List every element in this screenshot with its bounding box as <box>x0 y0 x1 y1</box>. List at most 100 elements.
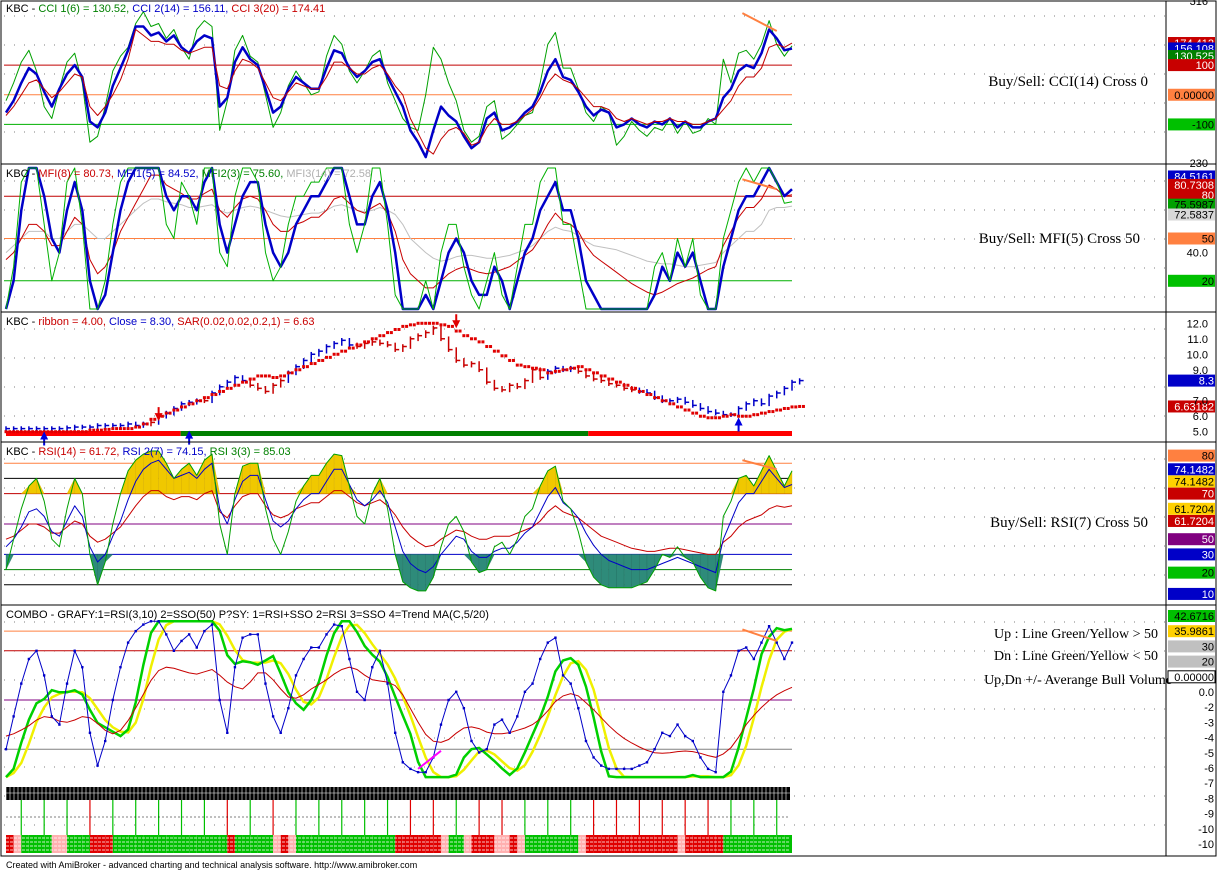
sar-dot <box>786 406 790 410</box>
rsi-blue-point <box>96 764 99 767</box>
sar-dot <box>96 428 100 432</box>
value-box <box>1168 475 1215 488</box>
signal-cell <box>234 835 243 853</box>
value-box <box>1168 208 1215 221</box>
sar-dot <box>305 365 309 369</box>
sar-dot <box>141 422 145 426</box>
rsi-blue-point <box>722 690 725 693</box>
signal-cell <box>723 835 731 853</box>
sar-dot <box>763 411 767 415</box>
value-box <box>1168 655 1215 668</box>
sar-dot <box>717 416 721 420</box>
sar-dot <box>229 386 233 390</box>
sar-dot <box>351 346 355 350</box>
rsi-blue-point <box>142 623 145 626</box>
rsi-blue-point <box>180 639 183 643</box>
rsi-blue-point <box>760 641 763 644</box>
signal-cell <box>273 835 281 853</box>
rsi-blue-point <box>569 682 572 685</box>
rsi-blue-point <box>104 739 107 743</box>
series-line-cci-3-20- <box>5 29 793 155</box>
rsi-blue-point <box>485 748 488 751</box>
value-box-label: 30 <box>1202 549 1214 561</box>
sar-dot <box>714 416 718 420</box>
signal-cell <box>532 835 541 853</box>
rsi-blue-point <box>584 739 588 743</box>
sar-dot <box>466 334 470 338</box>
axis-tick-label: 40.0 <box>1187 248 1208 260</box>
sar-dot <box>347 346 351 350</box>
sar-dot <box>73 430 77 434</box>
sar-dot <box>122 427 126 431</box>
sar-dot <box>630 386 634 390</box>
rsi-blue-point <box>340 625 343 628</box>
rsi-blue-point <box>500 718 504 721</box>
sar-dot <box>683 408 687 412</box>
sar-dot <box>473 337 477 341</box>
signal-cell <box>372 835 380 853</box>
rsi-blue-point <box>615 767 618 771</box>
rsi-blue-point <box>783 657 786 661</box>
signal-cell <box>59 835 68 853</box>
value-box-label: 20 <box>1202 568 1214 580</box>
rsi-blue-point <box>226 731 229 734</box>
sar-dot <box>435 321 439 325</box>
sar-dot <box>744 414 748 418</box>
value-box <box>1168 610 1215 622</box>
axis-tick-label: 12.0 <box>1187 318 1208 330</box>
sar-dot <box>286 371 290 375</box>
sar-dot <box>23 430 27 434</box>
sar-dot <box>4 430 8 434</box>
sar-dot <box>145 422 149 426</box>
rsi-blue-point <box>538 657 542 661</box>
rsi-blue-point <box>592 756 595 759</box>
rsi-blue-point <box>577 707 580 710</box>
sar-dot <box>462 334 466 338</box>
sar-dot <box>752 413 756 417</box>
combo-annotation-volume: Up,Dn +/- Averange Bull Volume <box>984 673 1172 688</box>
signal-cell <box>578 835 586 853</box>
sar-dot <box>576 365 580 369</box>
rsi-blue-point <box>279 731 282 734</box>
signal-cell <box>105 835 113 853</box>
sar-dot <box>57 430 61 434</box>
sar-dot <box>111 427 115 431</box>
rsi-blue-point <box>729 674 733 677</box>
rsi-blue-point <box>691 739 694 743</box>
sar-dot <box>317 358 321 362</box>
sar-dot <box>580 365 584 369</box>
sar-dot <box>443 323 447 327</box>
trend-line <box>741 12 778 32</box>
sar-dot <box>645 393 649 397</box>
sar-dot <box>477 340 481 344</box>
sar-dot <box>321 358 325 362</box>
sar-dot <box>65 430 69 434</box>
rsi-blue-point <box>523 690 527 693</box>
sar-dot <box>511 358 515 362</box>
signal-cell <box>6 835 14 853</box>
rsi-blue-point <box>378 649 382 652</box>
panel-title: KBC - MFI(8) = 80.73, MFI1(5) = 84.52, M… <box>6 168 371 180</box>
value-box-label: 8.3 <box>1199 376 1214 388</box>
sar-dot <box>592 371 596 375</box>
signal-cell <box>158 835 167 853</box>
rsi-blue-point <box>271 715 275 718</box>
signal-cell <box>181 835 190 853</box>
rsi-blue-point <box>256 633 260 636</box>
signal-cell <box>36 835 45 853</box>
signal-cell <box>112 835 121 853</box>
value-box <box>1168 625 1215 638</box>
value-box-label: -10 <box>1198 824 1214 836</box>
signal-cell <box>669 835 678 853</box>
rsi-blue-point <box>676 723 679 726</box>
sar-dot <box>523 365 527 369</box>
sar-dot <box>164 411 168 415</box>
rsi-blue-point <box>531 682 534 685</box>
signal-cell <box>173 835 182 853</box>
rsi-blue-point <box>752 657 756 661</box>
rsi-blue-point <box>401 761 405 764</box>
rsi-blue-point <box>508 731 511 734</box>
value-box-label: 6.63182 <box>1174 401 1214 413</box>
rsi-blue-point <box>157 620 160 623</box>
signal-cell <box>364 835 373 853</box>
